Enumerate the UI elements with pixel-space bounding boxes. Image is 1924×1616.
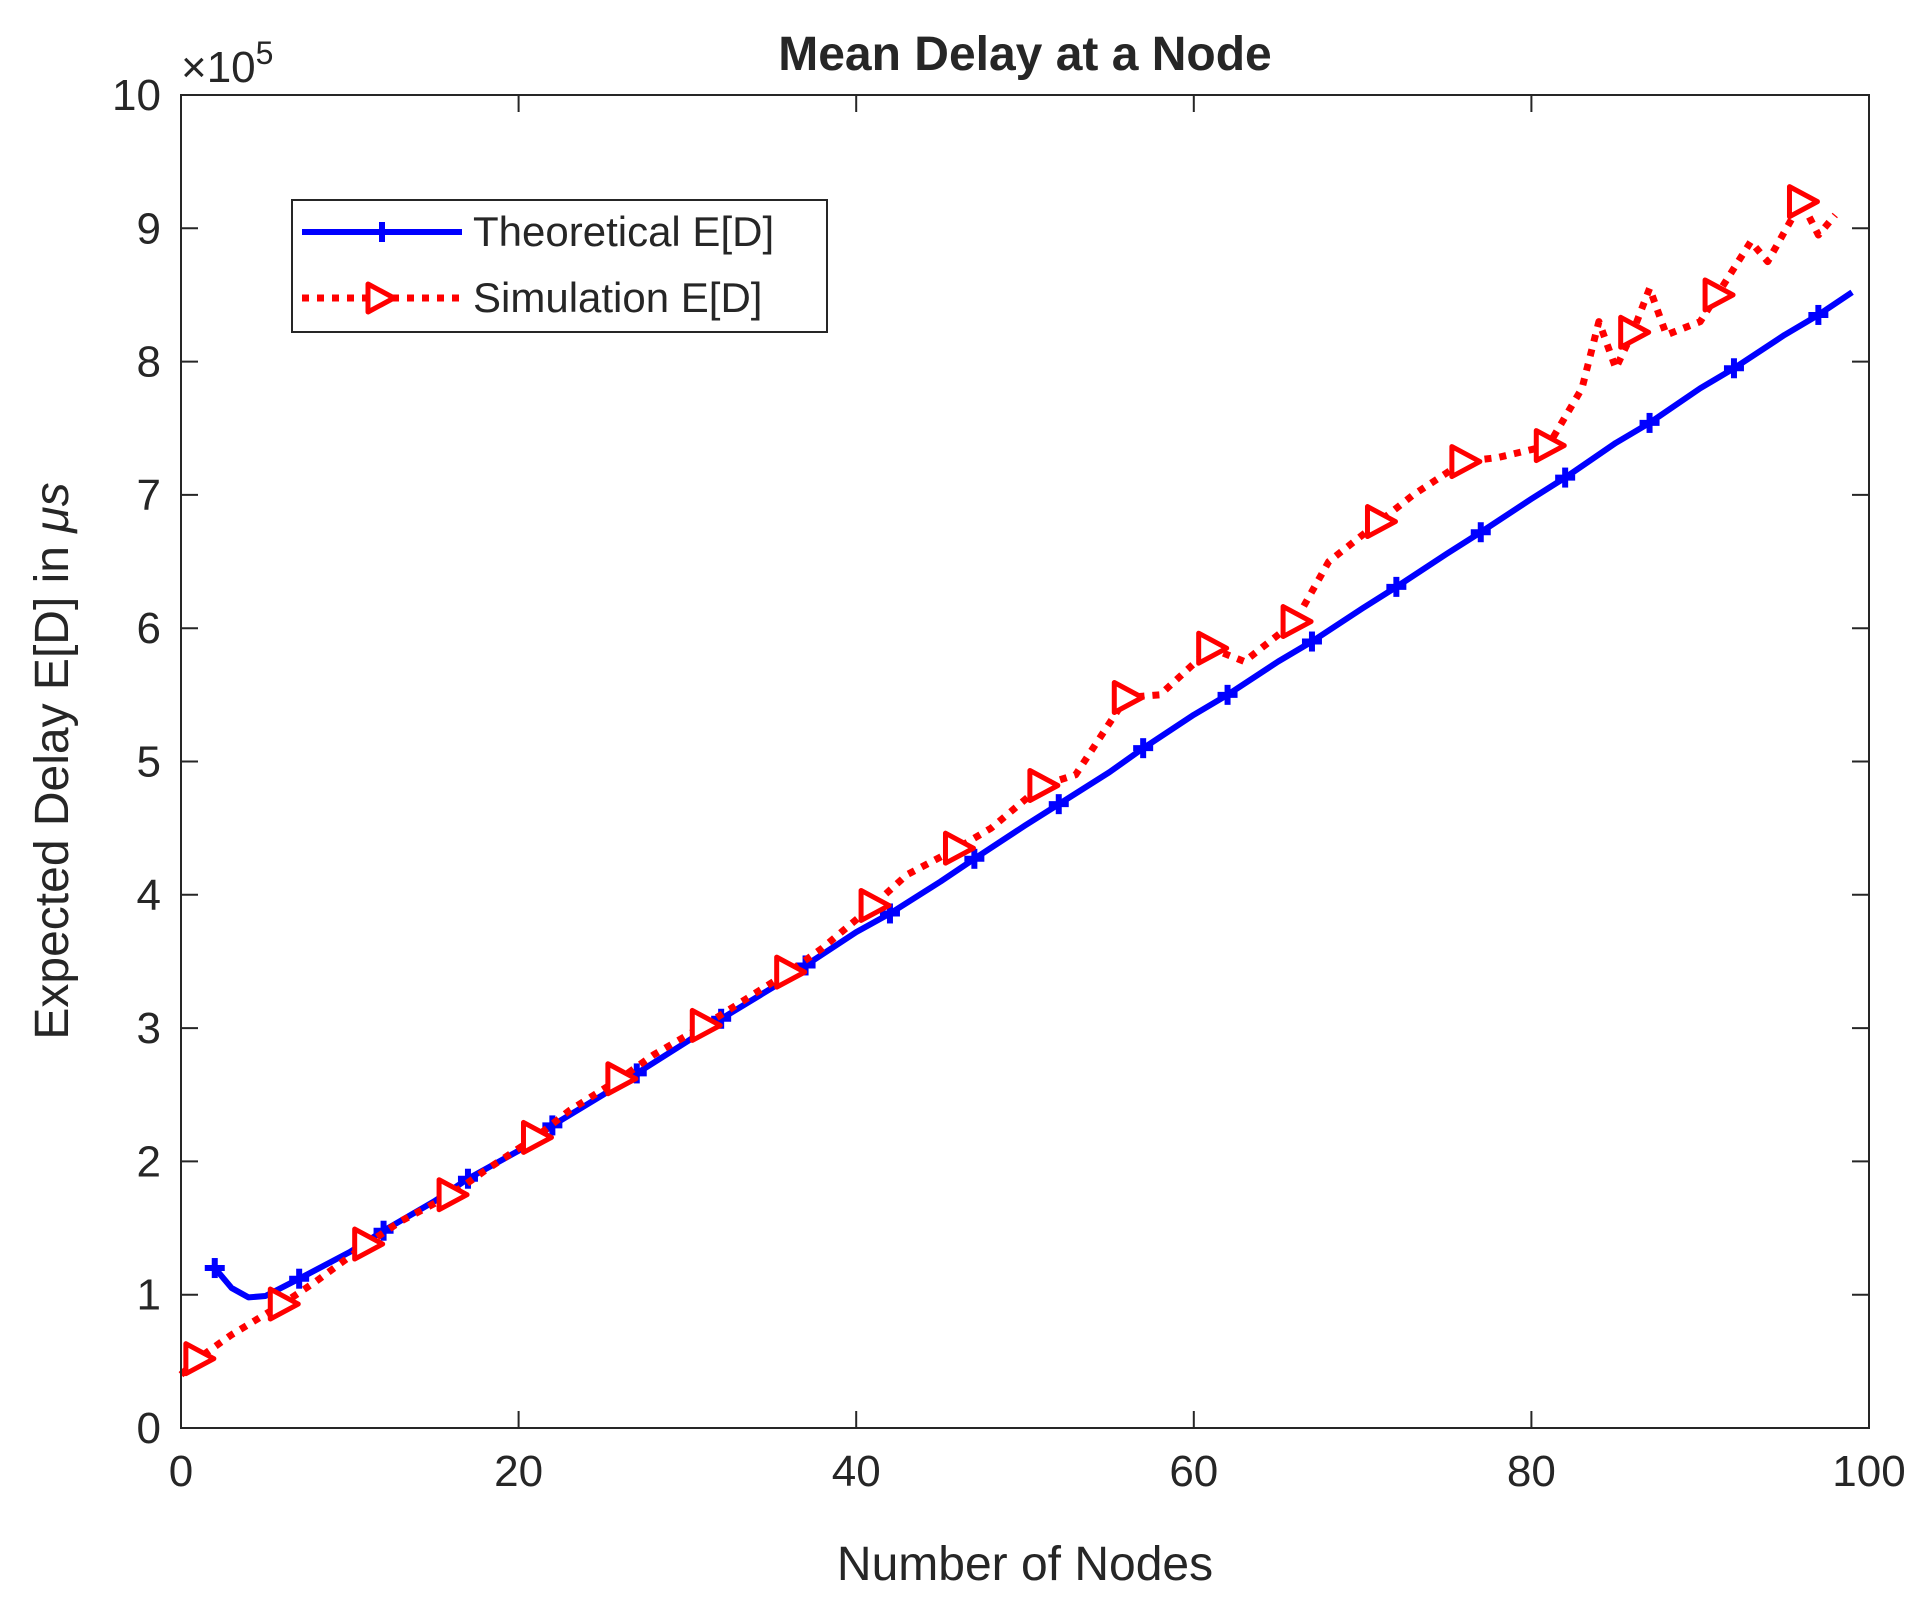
series-0-marker-19 — [1808, 304, 1829, 325]
y-axis-label: Expected Delay E[D] in μs — [26, 482, 79, 1039]
series-0-marker-2 — [373, 1220, 394, 1241]
ticks-layer: 0 20 40 60 80 100 0 1 2 3 4 5 6 7 8 9 10 — [112, 71, 1906, 1496]
y-tick-label-9: 9 — [137, 204, 161, 253]
chart-title: Mean Delay at a Node — [778, 28, 1272, 81]
series-0-marker-4 — [542, 1115, 563, 1136]
x-tick-label-1: 20 — [494, 1447, 543, 1496]
series-layer — [178, 184, 1854, 1378]
y-tick-label-0: 0 — [137, 1404, 161, 1453]
y-axis-label-text: Expected Delay E[D] in — [26, 533, 79, 1040]
y-multiplier-exponent: 5 — [256, 35, 274, 71]
x-tick-label-3: 60 — [1169, 1447, 1218, 1496]
series-1-marker-0 — [183, 1341, 217, 1377]
series-1-marker-10 — [1027, 767, 1061, 803]
x-tick-label-0: 0 — [169, 1447, 193, 1496]
series-1-marker-8 — [858, 887, 892, 923]
series-1-marker-5 — [605, 1061, 639, 1097]
x-axis-label: Number of Nodes — [837, 1538, 1213, 1591]
y-tick-label-7: 7 — [137, 471, 161, 520]
series-1-marker-7 — [774, 954, 808, 990]
legend-simulation-label: Simulation E[D] — [473, 274, 762, 321]
x-tick-label-5: 100 — [1832, 1447, 1905, 1496]
y-tick-label-10: 10 — [112, 71, 161, 120]
y-tick-label-3: 3 — [137, 1004, 161, 1053]
series-1-marker-17 — [1618, 314, 1652, 350]
series-0-marker-17 — [1639, 412, 1660, 433]
legend-theoretical-label: Theoretical E[D] — [473, 208, 774, 255]
series-1-marker-2 — [352, 1226, 386, 1262]
series-1-marker-3 — [436, 1177, 470, 1213]
legend-theoretical-marker — [372, 222, 392, 242]
series-1-marker-11 — [1111, 680, 1145, 716]
series-0-marker-1 — [289, 1268, 310, 1289]
series-1-marker-6 — [689, 1007, 723, 1043]
series-0-marker-14 — [1386, 576, 1407, 597]
y-axis-label-unit: μs — [26, 482, 79, 534]
y-tick-label-8: 8 — [137, 338, 161, 387]
series-0-marker-18 — [1723, 358, 1744, 379]
series-0-marker-11 — [1133, 738, 1154, 759]
series-1-marker-14 — [1364, 504, 1398, 540]
series-1-marker-13 — [1280, 604, 1314, 640]
series-0-marker-10 — [1048, 794, 1069, 815]
series-0-marker-15 — [1470, 522, 1491, 543]
series-1-marker-16 — [1533, 428, 1567, 464]
x-tick-label-2: 40 — [832, 1447, 881, 1496]
series-1-marker-9 — [942, 830, 976, 866]
legend-simulation-marker — [365, 281, 397, 315]
series-1-marker-18 — [1702, 277, 1736, 313]
y-tick-label-6: 6 — [137, 604, 161, 653]
series-1-marker-15 — [1449, 444, 1483, 480]
series-0-marker-16 — [1555, 467, 1576, 488]
y-tick-label-5: 5 — [137, 738, 161, 787]
y-tick-label-1: 1 — [137, 1271, 161, 1320]
series-1-marker-4 — [520, 1119, 554, 1155]
series-line-0 — [212, 289, 1854, 1301]
y-tick-label-2: 2 — [137, 1137, 161, 1186]
y-multiplier: ×105 — [181, 35, 273, 92]
plot-frame — [180, 94, 1870, 1429]
series-1-marker-12 — [1196, 630, 1230, 666]
series-1-marker-19 — [1786, 184, 1820, 220]
y-tick-label-4: 4 — [137, 871, 161, 920]
series-0-marker-0 — [204, 1258, 225, 1279]
legend: Theoretical E[D] Simulation E[D] — [291, 199, 828, 333]
y-multiplier-base: ×10 — [181, 43, 256, 92]
series-0-marker-13 — [1301, 631, 1322, 652]
series-0-marker-12 — [1217, 684, 1238, 705]
series-0-marker-9 — [964, 848, 985, 869]
series-1-marker-1 — [267, 1286, 301, 1322]
x-tick-label-4: 80 — [1507, 1447, 1556, 1496]
